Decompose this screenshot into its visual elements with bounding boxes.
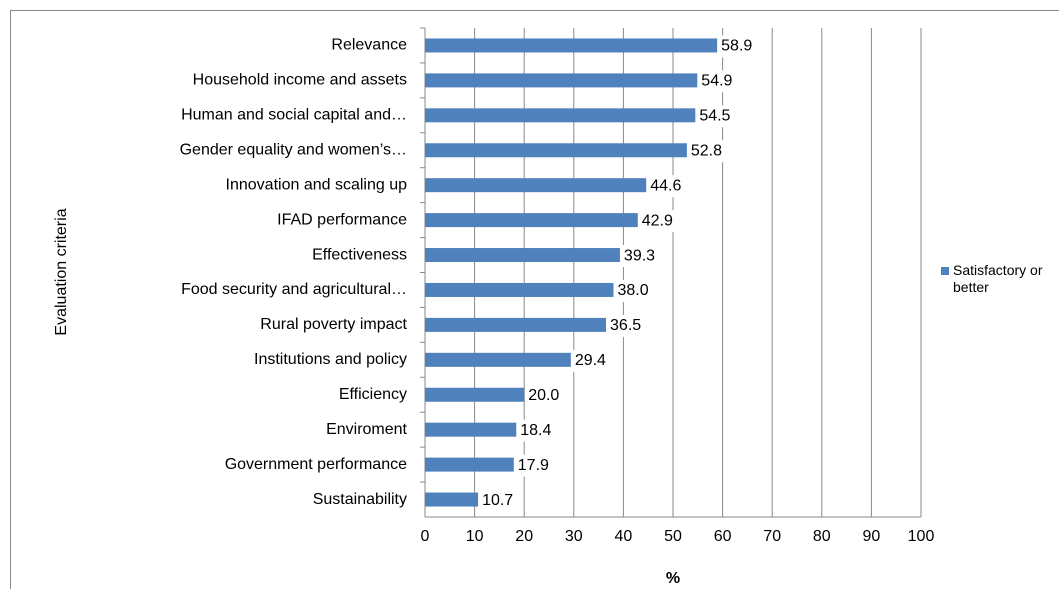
value-label: 58.9	[721, 38, 752, 55]
value-label: 52.8	[691, 142, 722, 159]
x-tick-label: 60	[714, 528, 732, 545]
value-label-bg	[608, 314, 649, 337]
bar	[425, 38, 718, 53]
value-label-bg	[518, 419, 559, 442]
value-label-bg	[526, 384, 567, 407]
legend: Satisfactory or better	[941, 262, 1051, 296]
y-tick-label: Government performance	[225, 456, 407, 473]
y-tick-label: Innovation and scaling up	[226, 176, 408, 193]
value-label: 39.3	[624, 247, 655, 264]
bar	[425, 422, 517, 437]
value-label-bg	[719, 35, 760, 58]
value-label: 36.5	[610, 317, 641, 334]
value-label-bg	[615, 279, 656, 302]
bar	[425, 317, 607, 332]
x-tick-label: 100	[908, 528, 935, 545]
x-tick-label: 0	[421, 528, 430, 545]
y-tick-label: Enviroment	[326, 421, 407, 438]
value-label: 54.5	[699, 108, 730, 125]
y-tick-label: Efficiency	[339, 386, 407, 403]
y-tick-label: Relevance	[331, 37, 407, 54]
y-tick-label: Rural poverty impact	[260, 316, 407, 333]
value-label: 18.4	[520, 422, 551, 439]
y-tick-label: Effectiveness	[312, 246, 407, 263]
value-label: 42.9	[642, 212, 673, 229]
bar	[425, 213, 638, 228]
x-tick-label: 20	[515, 528, 533, 545]
x-tick-label: 50	[664, 528, 682, 545]
value-label-bg	[621, 245, 662, 268]
bar	[425, 352, 571, 367]
legend-swatch	[941, 267, 949, 275]
bar	[425, 108, 696, 123]
y-tick-label: Gender equality and women’s…	[180, 141, 407, 158]
y-axis-title: Evaluation criteria	[53, 208, 70, 335]
bar	[425, 73, 698, 88]
value-label-bg	[699, 70, 740, 93]
bar	[425, 178, 647, 193]
x-tick-label: 40	[615, 528, 633, 545]
value-label-bg	[648, 175, 689, 198]
value-label: 17.9	[518, 457, 549, 474]
y-tick-label: Sustainability	[313, 491, 407, 508]
x-tick-label: 80	[813, 528, 831, 545]
x-axis-title: %	[666, 570, 680, 587]
bar	[425, 248, 620, 263]
x-tick-label: 30	[565, 528, 583, 545]
y-tick-label: Food security and agricultural…	[181, 281, 407, 298]
bar	[425, 492, 479, 507]
value-label: 44.6	[650, 177, 681, 194]
x-tick-label: 90	[863, 528, 881, 545]
value-label-bg	[639, 210, 680, 233]
value-label: 29.4	[575, 352, 606, 369]
bar	[425, 282, 614, 297]
value-label-bg	[480, 489, 521, 512]
legend-label: Satisfactory or better	[953, 262, 1043, 295]
value-label-bg	[515, 454, 556, 477]
y-tick-label: IFAD performance	[277, 211, 407, 228]
value-label-bg	[688, 140, 729, 163]
chart-border	[10, 10, 1059, 589]
bar	[425, 143, 687, 158]
value-label: 54.9	[701, 73, 732, 90]
x-tick-label: 10	[466, 528, 484, 545]
y-tick-label: Human and social capital and…	[181, 107, 407, 124]
value-label: 10.7	[482, 492, 513, 509]
y-tick-label: Household income and assets	[193, 72, 407, 89]
x-tick-label: 70	[763, 528, 781, 545]
bar	[425, 457, 514, 472]
value-label-bg	[697, 105, 738, 128]
value-label-bg	[572, 349, 613, 372]
value-label: 38.0	[617, 282, 648, 299]
value-label: 20.0	[528, 387, 559, 404]
y-tick-label: Institutions and policy	[254, 351, 407, 368]
bar	[425, 387, 525, 402]
